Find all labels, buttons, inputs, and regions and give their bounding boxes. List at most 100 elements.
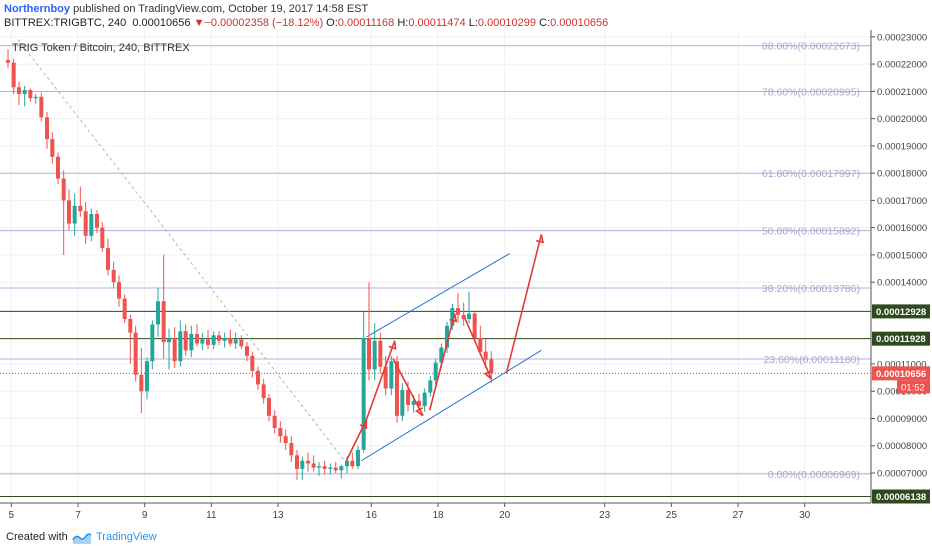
candle-body xyxy=(183,331,188,351)
candle-body xyxy=(222,338,227,341)
price-tick-label: 0.00018000 xyxy=(877,169,927,180)
candle-body xyxy=(72,205,77,224)
candle-body xyxy=(239,339,244,347)
candle-body xyxy=(261,384,266,399)
candle-body xyxy=(478,338,483,352)
candle-body xyxy=(111,269,116,283)
time-tick-label: 5 xyxy=(9,510,15,521)
price-tick-label: 0.00022000 xyxy=(877,60,927,71)
price-axis[interactable]: 0.00023000 0.00022000 0.00021000 0.00020000… xyxy=(870,30,930,504)
time-tick-label: 9 xyxy=(142,510,148,521)
price-tick-label: 0.00009000 xyxy=(877,414,927,425)
candle-body xyxy=(128,318,133,333)
symbol-label: BITTREX:TRIGBTC, 240 xyxy=(4,17,127,29)
candle-body xyxy=(156,301,160,325)
arrow-line xyxy=(365,340,396,421)
trend-lines[interactable] xyxy=(17,39,542,462)
candle-body xyxy=(289,443,294,456)
candle-body xyxy=(61,178,66,201)
close-label: C: xyxy=(539,17,551,29)
time-axis[interactable]: 5 7 9 11 13 16 18 20 23 25 27 30 xyxy=(0,502,871,521)
candle-body xyxy=(50,139,55,157)
candle-body xyxy=(328,467,333,469)
candle-body xyxy=(389,361,394,389)
candle-body xyxy=(122,298,127,319)
high-value: 0.00011474 xyxy=(408,17,466,29)
candle-body xyxy=(256,370,260,385)
candle-body xyxy=(306,460,310,464)
candle-body xyxy=(367,338,371,370)
fib-level-label: 0.00%(0.00006969) xyxy=(768,469,860,481)
candle-body xyxy=(95,214,99,228)
candle-body xyxy=(195,333,199,344)
publish-line: Northernboy published on TradingView.com… xyxy=(4,3,368,16)
candle-body xyxy=(56,156,60,179)
candle-body xyxy=(472,313,477,339)
candle-body xyxy=(45,117,49,140)
candle-body xyxy=(89,214,94,236)
candle-body xyxy=(339,466,344,471)
candle-body xyxy=(67,200,71,224)
candle-body xyxy=(378,340,383,367)
price-chart[interactable]: 88.00%(0.00022673) 78.60%(0.00020995) 61.8… xyxy=(0,30,932,527)
published-text: published on TradingView.com, October 19… xyxy=(73,3,369,15)
fib-retracement[interactable]: 88.00%(0.00022673) 78.60%(0.00020995) 61.8… xyxy=(0,41,871,481)
arrow-head xyxy=(449,313,458,323)
author-link[interactable]: Northernboy xyxy=(4,3,70,15)
candle-body xyxy=(350,460,355,467)
last-price-badge xyxy=(872,366,930,381)
price-tick-label: 0.00007000 xyxy=(877,469,927,480)
candle-body xyxy=(133,332,138,375)
candle-body xyxy=(317,466,321,468)
fib-level-label: 88.00%(0.00022673) xyxy=(762,41,860,53)
price-tick-label: 0.00011000 xyxy=(877,359,927,370)
candle-body xyxy=(167,338,171,343)
price-level-value: 0.00011928 xyxy=(876,334,926,345)
candle-body xyxy=(200,339,205,344)
price-level-badge xyxy=(872,331,930,346)
candle-body xyxy=(11,62,16,88)
candle-body xyxy=(33,96,38,99)
arrow-head xyxy=(388,340,397,350)
candle-body xyxy=(278,428,283,437)
candle-body xyxy=(206,339,210,345)
candle-body xyxy=(345,460,349,467)
arrow-head xyxy=(536,234,544,244)
price-tick-label: 0.00023000 xyxy=(877,32,927,43)
candle-body xyxy=(395,361,399,416)
candle-body xyxy=(467,313,471,319)
dashed-trend-line xyxy=(17,39,346,462)
candle-body xyxy=(300,460,305,469)
arrow-annotations[interactable] xyxy=(345,234,544,462)
candle-body xyxy=(150,324,155,362)
close-value: 0.00010656 xyxy=(550,17,609,29)
candle-body xyxy=(145,361,149,392)
time-tick-label: 16 xyxy=(366,510,378,521)
chart-title: TRIG Token / Bitcoin, 240, BITTREX xyxy=(12,42,190,54)
candle-body xyxy=(78,205,83,212)
candle-body xyxy=(283,436,288,444)
candle-body xyxy=(6,59,10,63)
fib-level-label: 78.60%(0.00020995) xyxy=(762,86,860,98)
time-tick-label: 27 xyxy=(732,510,744,521)
price-tick-label: 0.00017000 xyxy=(877,196,927,207)
tradingview-brand[interactable]: TradingView xyxy=(96,531,157,543)
candle-body xyxy=(461,314,466,319)
arrow-line xyxy=(463,317,493,380)
candle-body xyxy=(117,282,121,299)
candle-body xyxy=(106,248,110,270)
open-value: 0.00011168 xyxy=(337,17,395,29)
candle-body xyxy=(100,227,105,249)
price-tick-label: 0.00021000 xyxy=(877,87,927,98)
candle-body xyxy=(272,415,277,429)
candle-body xyxy=(22,89,27,95)
candle-body xyxy=(439,347,444,363)
candle-body xyxy=(383,366,388,389)
price-tick-label: 0.00016000 xyxy=(877,223,927,234)
arrow-head xyxy=(483,370,492,380)
fib-level-label: 50.00%(0.00015892) xyxy=(762,226,860,238)
channel-line xyxy=(366,253,510,338)
candle-body xyxy=(406,389,410,405)
candle-body xyxy=(411,400,416,405)
candle-body xyxy=(217,335,221,341)
